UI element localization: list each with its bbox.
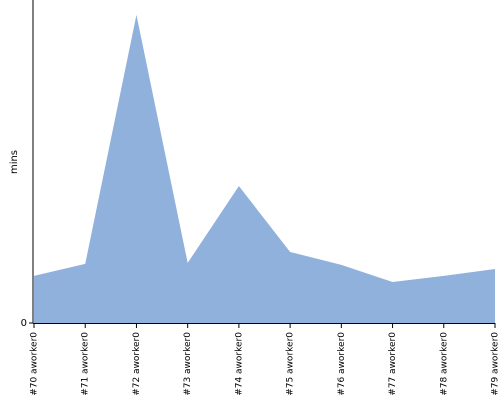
x-tick-label: #70 aworker0 <box>30 332 40 396</box>
x-tick-label: #79 aworker0 <box>491 332 500 396</box>
x-tick-label: #76 aworker0 <box>337 332 347 396</box>
x-tick-label: #78 aworker0 <box>439 332 449 396</box>
area <box>34 14 495 323</box>
y-tick-label: 0 <box>21 318 27 329</box>
x-tick-label: #75 aworker0 <box>286 332 296 396</box>
x-tick-label: #74 aworker0 <box>234 332 244 396</box>
y-axis-label: mins <box>9 150 20 174</box>
x-tick-label: #73 aworker0 <box>183 332 193 396</box>
x-tick-label: #72 aworker0 <box>132 332 142 396</box>
x-tick-label: #71 aworker0 <box>81 332 91 396</box>
x-tick-label: #77 aworker0 <box>388 332 398 396</box>
